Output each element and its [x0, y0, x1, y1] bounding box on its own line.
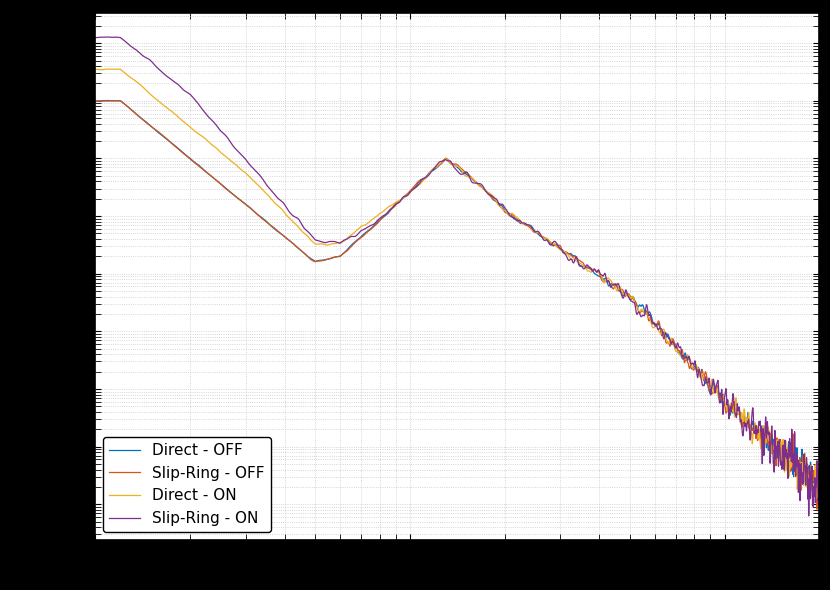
Direct - ON: [814, 490, 824, 497]
Direct - ON: [435, 160, 445, 168]
Direct - ON: [401, 193, 411, 200]
Slip-Ring - ON: [792, 451, 802, 458]
Direct - OFF: [756, 424, 766, 431]
Direct - OFF: [395, 197, 405, 204]
Slip-Ring - OFF: [792, 463, 802, 470]
Direct - ON: [90, 66, 100, 73]
Direct - ON: [792, 482, 802, 489]
Slip-Ring - ON: [401, 192, 411, 199]
Slip-Ring - ON: [617, 291, 627, 298]
Direct - ON: [617, 287, 627, 294]
Slip-Ring - OFF: [814, 474, 824, 481]
Slip-Ring - ON: [814, 501, 824, 508]
Direct - OFF: [792, 456, 802, 463]
Line: Slip-Ring - ON: Slip-Ring - ON: [95, 37, 819, 516]
Slip-Ring - OFF: [90, 98, 100, 105]
Direct - OFF: [617, 289, 627, 296]
Line: Slip-Ring - OFF: Slip-Ring - OFF: [95, 101, 819, 509]
Line: Direct - OFF: Direct - OFF: [95, 100, 819, 496]
Slip-Ring - OFF: [812, 506, 822, 513]
Direct - ON: [103, 65, 113, 73]
Direct - ON: [395, 197, 405, 204]
Slip-Ring - ON: [803, 512, 813, 519]
Slip-Ring - OFF: [435, 162, 445, 169]
Slip-Ring - ON: [756, 425, 766, 432]
Direct - ON: [756, 440, 766, 447]
Slip-Ring - OFF: [756, 440, 766, 447]
Slip-Ring - ON: [435, 158, 445, 165]
Slip-Ring - OFF: [617, 286, 627, 293]
Direct - OFF: [813, 492, 823, 499]
Direct - ON: [813, 498, 823, 505]
Direct - OFF: [814, 477, 824, 484]
Direct - OFF: [90, 97, 100, 104]
Slip-Ring - OFF: [108, 97, 118, 104]
Legend: Direct - OFF, Slip-Ring - OFF, Direct - ON, Slip-Ring - ON: Direct - OFF, Slip-Ring - OFF, Direct - …: [103, 437, 271, 532]
Slip-Ring - ON: [101, 34, 111, 41]
Direct - OFF: [102, 97, 112, 104]
Slip-Ring - OFF: [395, 197, 405, 204]
Line: Direct - ON: Direct - ON: [95, 69, 819, 502]
Direct - OFF: [401, 193, 411, 200]
Slip-Ring - ON: [395, 199, 405, 206]
Slip-Ring - ON: [90, 34, 100, 41]
Slip-Ring - OFF: [401, 192, 411, 199]
Direct - OFF: [435, 162, 445, 169]
